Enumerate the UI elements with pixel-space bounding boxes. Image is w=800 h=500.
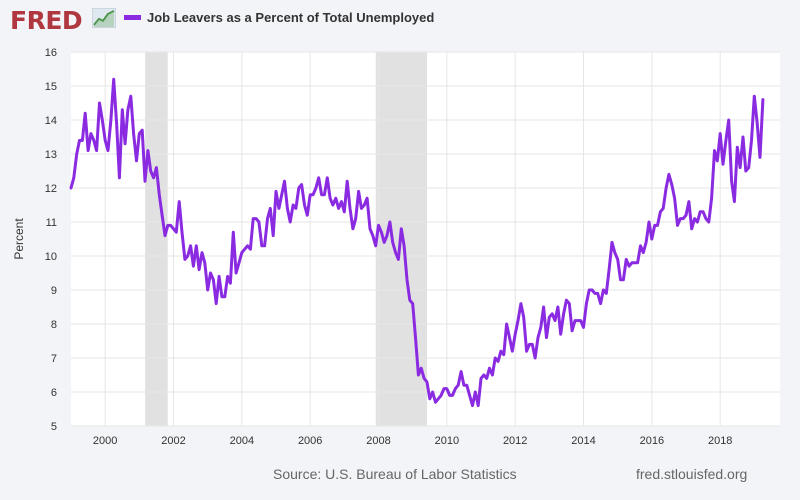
y-tick-label: 15 [45, 81, 57, 93]
header: FRED Job Leavers as a Percent of Total U… [0, 0, 800, 40]
x-tick-label: 2018 [708, 435, 732, 447]
y-tick-label: 16 [45, 47, 57, 59]
line-chart: 5 6 7 8 9 10 11 12 13 14 15 16 2000 2002 2004 2006 2008… [12, 47, 780, 447]
y-tick-label: 13 [45, 149, 57, 161]
x-tick-label: 2014 [571, 435, 595, 447]
x-tick-label: 2006 [298, 435, 322, 447]
x-tick-label: 2000 [93, 435, 117, 447]
legend-swatch [124, 15, 141, 20]
legend: Job Leavers as a Percent of Total Unempl… [124, 10, 434, 25]
x-tick-label: 2010 [435, 435, 459, 447]
y-tick-label: 7 [51, 353, 57, 365]
fred-logo[interactable]: FRED [10, 6, 83, 35]
x-axis-ticks: 2000 2002 2004 2006 2008 2010 2012 2014 2016 2018 [93, 435, 733, 447]
recession-band-1 [145, 52, 168, 426]
source-note: Source: U.S. Bureau of Labor Statistics [273, 466, 517, 482]
y-tick-label: 5 [51, 421, 57, 433]
y-tick-label: 12 [45, 183, 57, 195]
x-tick-label: 2012 [503, 435, 527, 447]
y-tick-label: 11 [46, 217, 57, 229]
fred-logo-chart-icon [92, 8, 116, 28]
x-tick-label: 2008 [366, 435, 390, 447]
y-tick-label: 14 [45, 115, 57, 127]
x-tick-label: 2002 [161, 435, 185, 447]
x-tick-label: 2004 [230, 435, 254, 447]
y-tick-label: 10 [45, 251, 57, 263]
y-tick-label: 6 [51, 387, 57, 399]
x-tick-label: 2016 [640, 435, 664, 447]
y-axis-ticks: 5 6 7 8 9 10 11 12 13 14 15 16 [45, 47, 57, 433]
legend-label[interactable]: Job Leavers as a Percent of Total Unempl… [147, 10, 435, 25]
y-tick-label: 8 [51, 319, 57, 331]
grid-lines [71, 51, 780, 427]
site-url[interactable]: fred.stlouisfed.org [636, 466, 748, 482]
y-axis-label: Percent [12, 218, 26, 260]
series-line [69, 77, 765, 408]
y-tick-label: 9 [51, 285, 57, 297]
